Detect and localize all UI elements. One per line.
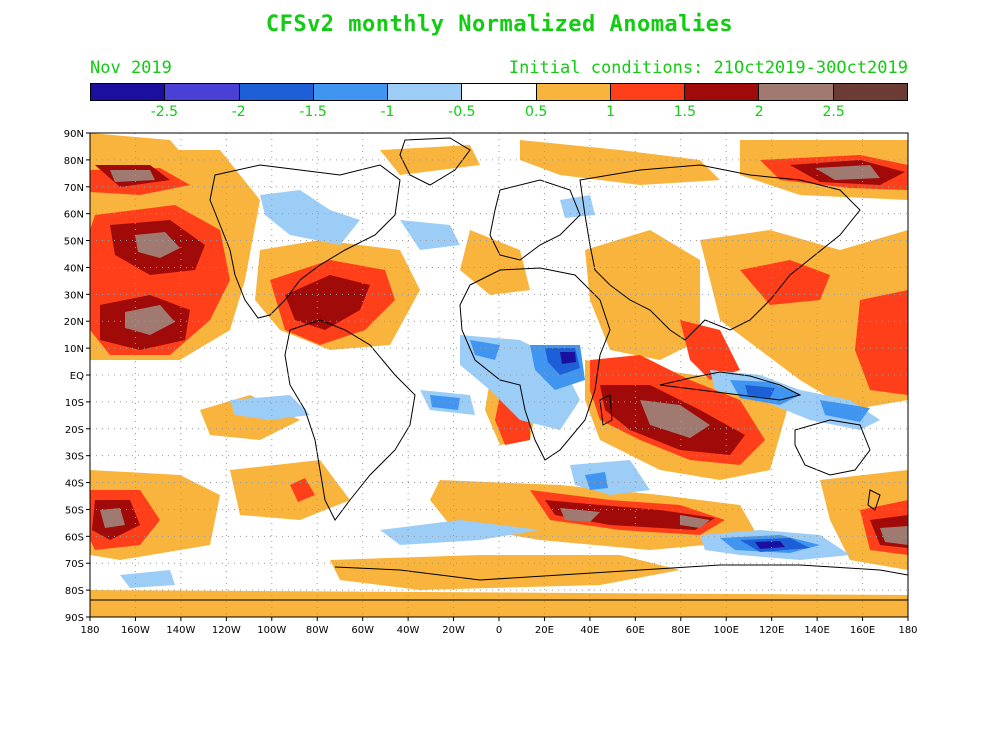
- latitude-label: 10N: [64, 344, 84, 355]
- colorbar-swatch: [462, 84, 537, 100]
- colorbar-swatch: [759, 84, 834, 100]
- longitude-label: 80W: [306, 625, 329, 636]
- longitude-label: 100E: [714, 625, 739, 636]
- colorbar-swatch: [685, 84, 760, 100]
- colorbar-label: -1: [380, 104, 395, 120]
- colorbar-swatch: [239, 84, 314, 100]
- latitude-labels: 90N 80N 70N 60N 50N 40N 30N 20N 10N EQ 10S 20S 30S 40…: [64, 129, 84, 624]
- longitude-label: 60W: [351, 625, 374, 636]
- colorbar-swatch: [610, 84, 686, 100]
- colorbar-label: 1.5: [673, 104, 697, 120]
- latitude-label: 20S: [65, 425, 84, 436]
- latitude-label: 30S: [65, 452, 84, 463]
- colorbar-label: -2: [231, 104, 246, 120]
- colorbar-swatch: [833, 84, 907, 100]
- latitude-label: 40S: [65, 479, 84, 490]
- longitude-label: 0: [496, 625, 502, 636]
- colorbar-label: 2: [754, 104, 764, 120]
- longitude-label: 160W: [121, 625, 150, 636]
- longitude-labels: 180 160W 140W 120W 100W 80W 60W 40W 20W 0 20E 40E 60…: [80, 625, 917, 636]
- latitude-label: 50N: [64, 237, 84, 248]
- longitude-label: 120W: [212, 625, 241, 636]
- longitude-label: 20E: [535, 625, 554, 636]
- latitude-label: 80N: [64, 156, 84, 167]
- longitude-label: 40W: [397, 625, 420, 636]
- chart-title: CFSv2 monthly Normalized Anomalies: [265, 12, 734, 37]
- longitude-label: 40E: [580, 625, 599, 636]
- anomaly-fields: [90, 133, 908, 617]
- colorbar-label: -1.5: [299, 104, 327, 120]
- anomaly-level-4: [100, 165, 908, 545]
- colorbar-swatch: [536, 84, 611, 100]
- colorbar-swatch: [313, 84, 389, 100]
- latitude-label: 60N: [64, 210, 84, 221]
- longitude-label: 60E: [626, 625, 645, 636]
- graticule: [90, 133, 908, 617]
- colorbar-label: 2.5: [822, 104, 845, 120]
- longitude-label: 160E: [850, 625, 875, 636]
- forecast-month: Nov 2019: [90, 58, 172, 78]
- latitude-label: 70S: [65, 559, 84, 570]
- colorbar-label: 1: [606, 104, 615, 120]
- latitude-label: 80S: [65, 586, 84, 597]
- colorbar-label: -0.5: [448, 104, 476, 120]
- latitude-label: 10S: [65, 398, 84, 409]
- colorbar-swatch: [165, 84, 240, 100]
- longitude-label: 20W: [442, 625, 465, 636]
- latitude-label: 70N: [64, 183, 84, 194]
- longitude-label: 140W: [166, 625, 195, 636]
- longitude-label: 140E: [804, 625, 829, 636]
- latitude-label: 40N: [64, 263, 84, 274]
- longitude-label: 80E: [671, 625, 690, 636]
- latitude-label: 30N: [64, 290, 84, 301]
- colorbar: [90, 83, 908, 101]
- longitude-label: 120E: [759, 625, 784, 636]
- latitude-label: 50S: [65, 505, 84, 516]
- anomaly-neg-level-4: [560, 352, 785, 549]
- longitude-label: 100W: [257, 625, 286, 636]
- longitude-label: 180: [80, 625, 99, 636]
- latitude-label: 90S: [65, 613, 84, 624]
- colorbar-swatch: [91, 84, 166, 100]
- coastlines: [90, 137, 908, 601]
- latitude-label: 60S: [65, 532, 84, 543]
- latitude-label: EQ: [70, 371, 84, 382]
- latitude-label: 20N: [64, 317, 84, 328]
- axis-ticks: [86, 132, 909, 621]
- latitude-label: 90N: [64, 129, 84, 140]
- colorbar-label: -2.5: [150, 104, 179, 120]
- longitude-label: 180: [898, 625, 917, 636]
- colorbar-swatch: [388, 84, 463, 100]
- initial-conditions: Initial conditions: 21Oct2019-30Oct2019: [508, 58, 908, 78]
- colorbar-label: 0.5: [525, 104, 548, 120]
